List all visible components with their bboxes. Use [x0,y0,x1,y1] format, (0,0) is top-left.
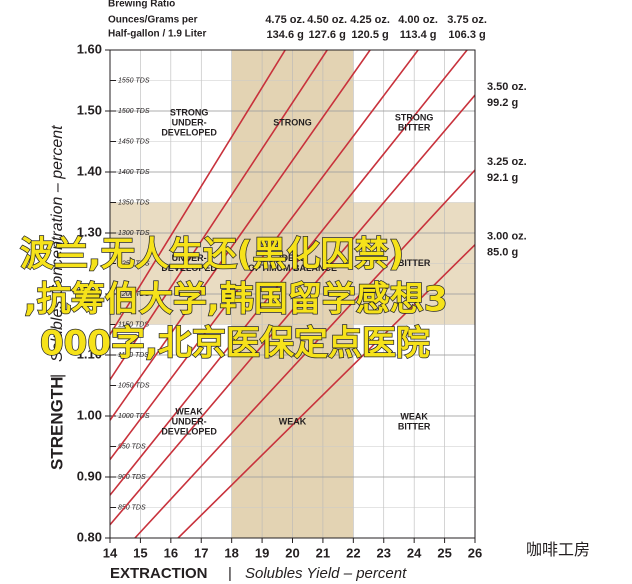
x-tick-label: 17 [194,545,208,560]
region-label: STRONG [273,118,312,128]
x-title-sep: | [228,565,232,582]
x-tick-label: 25 [437,545,451,560]
ratio-line [134,168,475,538]
region-label: BITTER [398,258,431,268]
overlay-text: 波兰,无人生还(黑化囚禁) [20,235,404,275]
x-tick-label: 20 [285,545,299,560]
minor-y-tick-label: 850 TDS [118,504,146,511]
region-label: OPTIMUM BALANCE [248,263,337,273]
series-label: 3.50 oz. [487,81,527,93]
ratio-line [110,50,419,461]
region-label: WEAK [279,416,307,426]
minor-y-tick-label: 1000 TDS [118,413,150,420]
minor-y-tick-label: 1300 TDS [118,230,150,237]
series-grams: 92.1 g [487,172,518,184]
ratio-line [110,50,286,337]
y-tick-label: 0.90 [77,468,102,483]
series-label: 3.75 oz. [447,14,487,26]
ratio-line [110,50,371,422]
x-title-sub: Solubles Yield – percent [245,565,407,582]
region-label: DEVELOPED [161,426,217,436]
y-tick-label: 1.20 [77,285,102,300]
header-line: Half-gallon / 1.9 Liter [108,29,206,40]
region-label: UNDER- [172,416,207,426]
overlay-text: ,抗筹伯大学,韩国留学感想3 [24,280,448,320]
x-tick-label: 26 [468,545,482,560]
y-tick-label: 1.00 [77,407,102,422]
minor-y-tick-label: 1250 TDS [118,260,150,267]
region-label: UNDER- [172,253,207,263]
minor-y-tick-label: 1500 TDS [118,108,150,115]
region-label: STRONG [170,108,209,118]
minor-y-tick-label: 900 TDS [118,474,146,481]
series-label: 4.75 oz. [265,14,305,26]
x-tick-label: 21 [316,545,330,560]
series-grams: 113.4 g [400,29,437,41]
header-line: Brewing Ratio [108,0,175,10]
series-label: 4.25 oz. [350,14,390,26]
series-label: 4.00 oz. [398,14,438,26]
series-label: 3.25 oz. [487,156,527,168]
series-grams: 85.0 g [487,247,518,259]
y-tick-label: 1.60 [77,41,102,56]
ratio-line [110,50,468,497]
series-label: 4.50 oz. [307,14,347,26]
x-tick-label: 24 [407,545,422,560]
plot: 14 15 16 17 18 19 20 21 22 23 24 25 26 850 TDS 900 TDS… [77,14,527,561]
watermark: 咖啡工房 [526,541,590,559]
y-axis-title: STRENGTH | Solubles Concentration – perc… [47,125,66,470]
x-tick-label: 22 [346,545,360,560]
series-label: 3.00 oz. [487,231,527,243]
ratio-line [177,243,475,538]
y-title-sub: Solubles Concentration [49,196,66,362]
region-label: BITTER [398,421,431,431]
series-grams: 106.3 g [448,29,485,41]
minor-y-tick-label: 1400 TDS [118,169,150,176]
y-title-sep: | [49,374,66,378]
series-grams: 99.2 g [487,97,518,109]
minor-y-tick-label: 1150 TDS [118,321,149,328]
plot-background [109,49,476,539]
y-tick-label: 0.80 [77,529,102,544]
x-tick-label: 23 [377,545,391,560]
header-line: Ounces/Grams per [108,15,198,26]
y-tick-label: 1.40 [77,163,102,178]
minor-y-tick-label: 1350 TDS [118,199,150,206]
region-label: STRONG [395,113,434,123]
minor-y-tick-label: 950 TDS [118,443,146,450]
y-title-unit: percent [49,125,66,180]
plot-frame [109,49,476,539]
x-tick-label: 19 [255,545,269,560]
region-label: BITTER [398,123,431,133]
x-title-unit: percent [355,565,407,582]
ratio-line [110,93,475,526]
y-title-sub: Solubles Concentration – percent [49,125,66,362]
region-label: UNDER- [172,118,207,128]
x-title-sub: Solubles Yield [245,565,340,582]
y-tick-label: 1.10 [77,346,102,361]
overlay-text: 000字,北京医保定点医院 [40,324,430,364]
x-tick-label: 14 [103,545,118,560]
minor-y-tick-label: 1450 TDS [118,138,150,145]
region-label: WEAK [175,406,203,416]
ratio-lines [110,50,475,538]
x-tick-label: 18 [224,545,238,560]
region-label: WEAK [400,411,428,421]
minor-y-tick-label: 1550 TDS [118,77,150,84]
series-grams: 134.6 g [267,29,304,41]
y-tick-label: 1.30 [77,224,102,239]
series-grams: 120.5 g [351,29,388,41]
x-title-main: EXTRACTION [110,565,208,582]
region-label: DEVELOPED [161,263,217,273]
series-grams: 127.6 g [309,29,346,41]
region-label: IDEAL [279,253,307,263]
region-label: DEVELOPED [161,128,217,138]
y-tick-label: 1.50 [77,102,102,117]
y-title-main: STRENGTH [47,377,66,471]
x-tick-label: 15 [133,545,147,560]
ratio-line [110,50,328,382]
minor-y-tick-label: 1100 TDS [118,352,149,359]
x-tick-label: 16 [164,545,178,560]
